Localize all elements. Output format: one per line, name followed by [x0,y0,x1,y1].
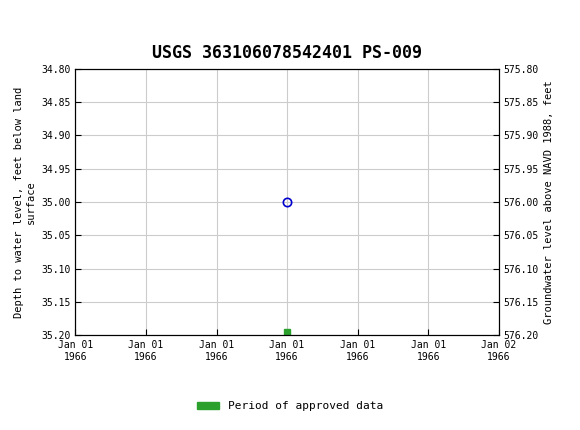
Legend: Period of approved data: Period of approved data [193,397,387,416]
Text: ≋: ≋ [3,14,18,38]
Title: USGS 363106078542401 PS-009: USGS 363106078542401 PS-009 [152,44,422,61]
Text: USGS: USGS [32,16,96,36]
Y-axis label: Groundwater level above NAVD 1988, feet: Groundwater level above NAVD 1988, feet [545,80,554,324]
Y-axis label: Depth to water level, feet below land
surface: Depth to water level, feet below land su… [14,86,35,318]
